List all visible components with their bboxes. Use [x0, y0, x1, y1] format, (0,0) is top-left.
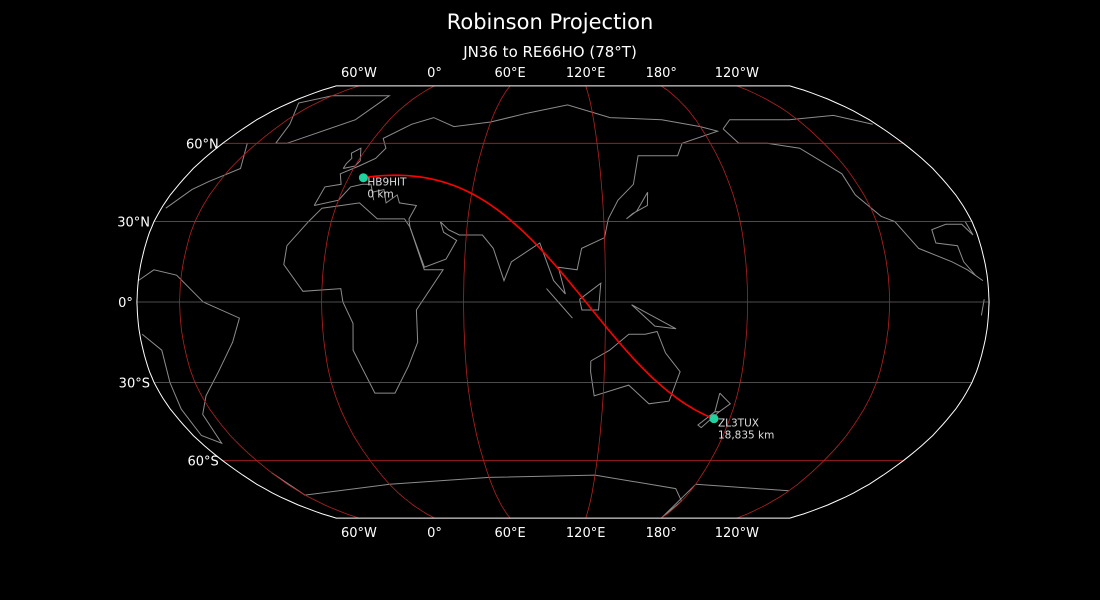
meridian-label: 120°W	[715, 526, 759, 541]
parallel-label: 0°	[118, 296, 133, 311]
coastline	[722, 128, 984, 282]
station-marker	[358, 173, 368, 183]
meridian-label: 0°	[427, 526, 442, 541]
meridian-label: 180°	[646, 526, 677, 541]
meridian-label: 60°E	[494, 66, 525, 81]
coastline	[546, 288, 573, 319]
map-subtitle: JN36 to RE66HO (78°T)	[463, 43, 637, 61]
coastline	[138, 269, 240, 445]
coastline	[631, 304, 677, 330]
parallel-label: 30°N	[117, 216, 150, 231]
coastline	[931, 221, 976, 276]
meridian-line	[179, 85, 360, 519]
meridian-line	[736, 85, 891, 519]
coastline	[271, 472, 697, 519]
station-callsign: ZL3TUX	[718, 418, 759, 430]
meridian-line	[463, 85, 511, 519]
meridian-label: 60°E	[494, 526, 525, 541]
coastline	[722, 114, 873, 130]
meridian-label: 180°	[646, 66, 677, 81]
coastlines	[138, 95, 985, 519]
parallel-label: 60°S	[187, 455, 218, 470]
meridian-label: 120°W	[715, 66, 759, 81]
meridian-label: 120°E	[566, 526, 606, 541]
parallel-label: 30°S	[119, 376, 150, 391]
coastline	[590, 330, 681, 405]
coastline	[697, 411, 721, 429]
meridian-line	[585, 85, 606, 519]
coastline	[626, 191, 649, 220]
coastline	[313, 104, 720, 295]
map-outline	[136, 85, 990, 519]
coastline	[342, 147, 362, 169]
parallel-label: 60°N	[186, 137, 219, 152]
station-callsign: HB9HIT	[367, 177, 407, 189]
meridian-label: 60°W	[341, 526, 377, 541]
coastline	[283, 202, 445, 394]
meridian-label: 120°E	[566, 66, 606, 81]
graticule-labels: 60°W 60°W 0° 0° 60°E 60°E 120°E 120°E 180° 180° 12…	[117, 66, 759, 541]
coastline	[695, 483, 789, 492]
meridian-label: 0°	[427, 66, 442, 81]
coastline	[275, 95, 391, 144]
station-distance: 18,835 km	[718, 430, 774, 442]
meridian-line	[661, 85, 749, 519]
meridian-line	[321, 85, 435, 519]
map-title: Robinson Projection	[446, 10, 654, 34]
coastline	[714, 392, 732, 413]
graticule	[136, 85, 990, 519]
meridian-label: 60°W	[341, 66, 377, 81]
coastline	[165, 143, 248, 209]
coastline	[579, 282, 602, 311]
station-distance: 0 km	[367, 189, 393, 201]
great-circle-path	[363, 174, 715, 420]
station-marker	[709, 414, 719, 424]
